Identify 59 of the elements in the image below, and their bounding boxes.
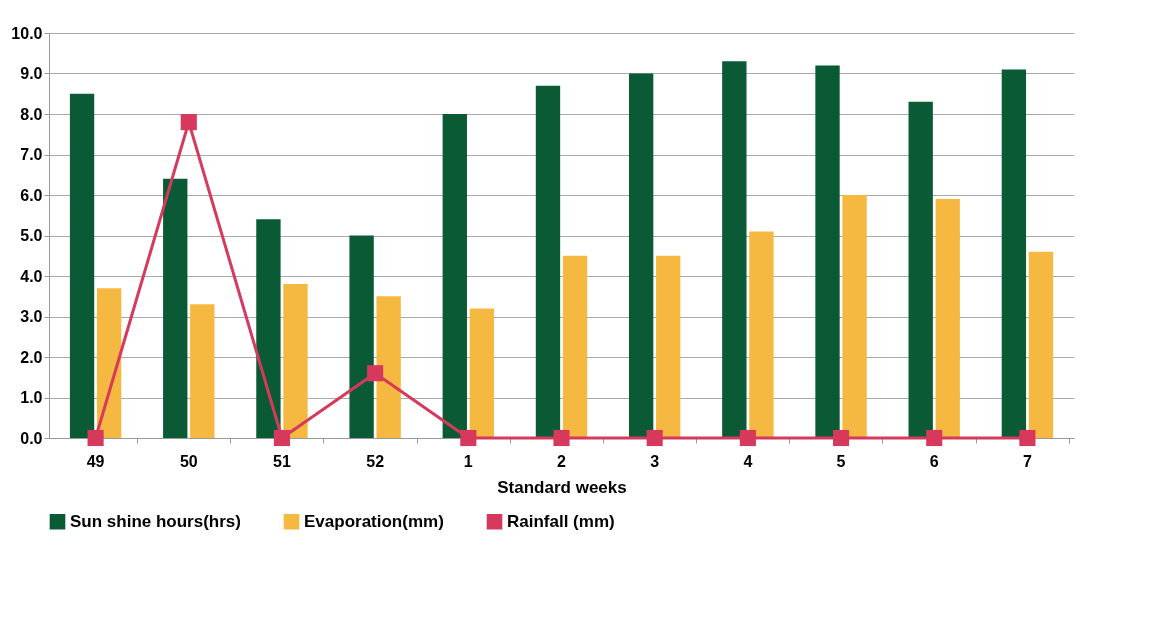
y-tick-label: 5.0 <box>20 227 43 244</box>
bar <box>656 255 681 438</box>
bar <box>1001 69 1027 438</box>
bar <box>1028 251 1054 438</box>
y-tick-label: 8.0 <box>20 105 43 123</box>
bar <box>283 284 308 438</box>
legend-label: Evaporation(mm) <box>304 511 444 531</box>
bar <box>749 231 774 438</box>
point <box>273 429 291 447</box>
bar <box>190 304 215 438</box>
y-tick-label: 1.0 <box>20 389 43 406</box>
bar <box>722 61 747 438</box>
bar <box>163 178 188 438</box>
point <box>553 429 570 447</box>
bar <box>256 219 281 438</box>
bar <box>562 255 588 438</box>
bar <box>535 85 561 438</box>
legend-label: Sun shine hours(hrs) <box>70 511 241 531</box>
x-tick-label: 7 <box>1022 452 1032 470</box>
x-tick-label: 1 <box>463 452 473 470</box>
bar <box>349 235 374 438</box>
y-tick-label: 3.0 <box>20 308 43 325</box>
y-tick-label: 7.0 <box>20 146 43 163</box>
bar <box>628 73 654 438</box>
bar <box>376 296 401 438</box>
x-axis-title: Standard weeks <box>497 477 627 497</box>
x-tick-label: 4 <box>743 452 753 470</box>
x-tick-label: 51 <box>273 452 291 470</box>
point <box>926 429 943 447</box>
point <box>1019 429 1036 447</box>
x-tick-label: 52 <box>366 452 385 470</box>
bar <box>815 65 840 438</box>
y-tick-label: 6.0 <box>20 186 43 204</box>
bar <box>842 195 867 438</box>
y-tick-label: 0.0 <box>20 429 43 447</box>
bar <box>442 114 467 438</box>
point <box>646 429 663 447</box>
point <box>832 429 850 447</box>
x-tick-label: 2 <box>557 452 567 470</box>
bar <box>935 199 960 438</box>
point <box>87 429 104 447</box>
y-tick-label: 2.0 <box>20 348 43 366</box>
y-tick-label: 10.0 <box>11 24 43 42</box>
bar <box>69 93 95 438</box>
y-tick-label: 9.0 <box>20 65 43 82</box>
bar <box>96 288 122 438</box>
point <box>367 365 384 382</box>
y-tick-label: 4.0 <box>20 267 43 285</box>
point <box>180 114 197 131</box>
bar <box>469 308 495 438</box>
x-tick-label: 5 <box>836 452 846 470</box>
x-tick-label: 49 <box>86 452 105 470</box>
point <box>739 429 756 447</box>
legend-label: Rainfall (mm) <box>507 511 615 531</box>
bar <box>908 101 933 438</box>
point <box>460 429 477 447</box>
x-tick-label: 6 <box>929 452 939 470</box>
x-tick-label: 50 <box>179 452 198 470</box>
x-tick-label: 3 <box>650 452 660 470</box>
